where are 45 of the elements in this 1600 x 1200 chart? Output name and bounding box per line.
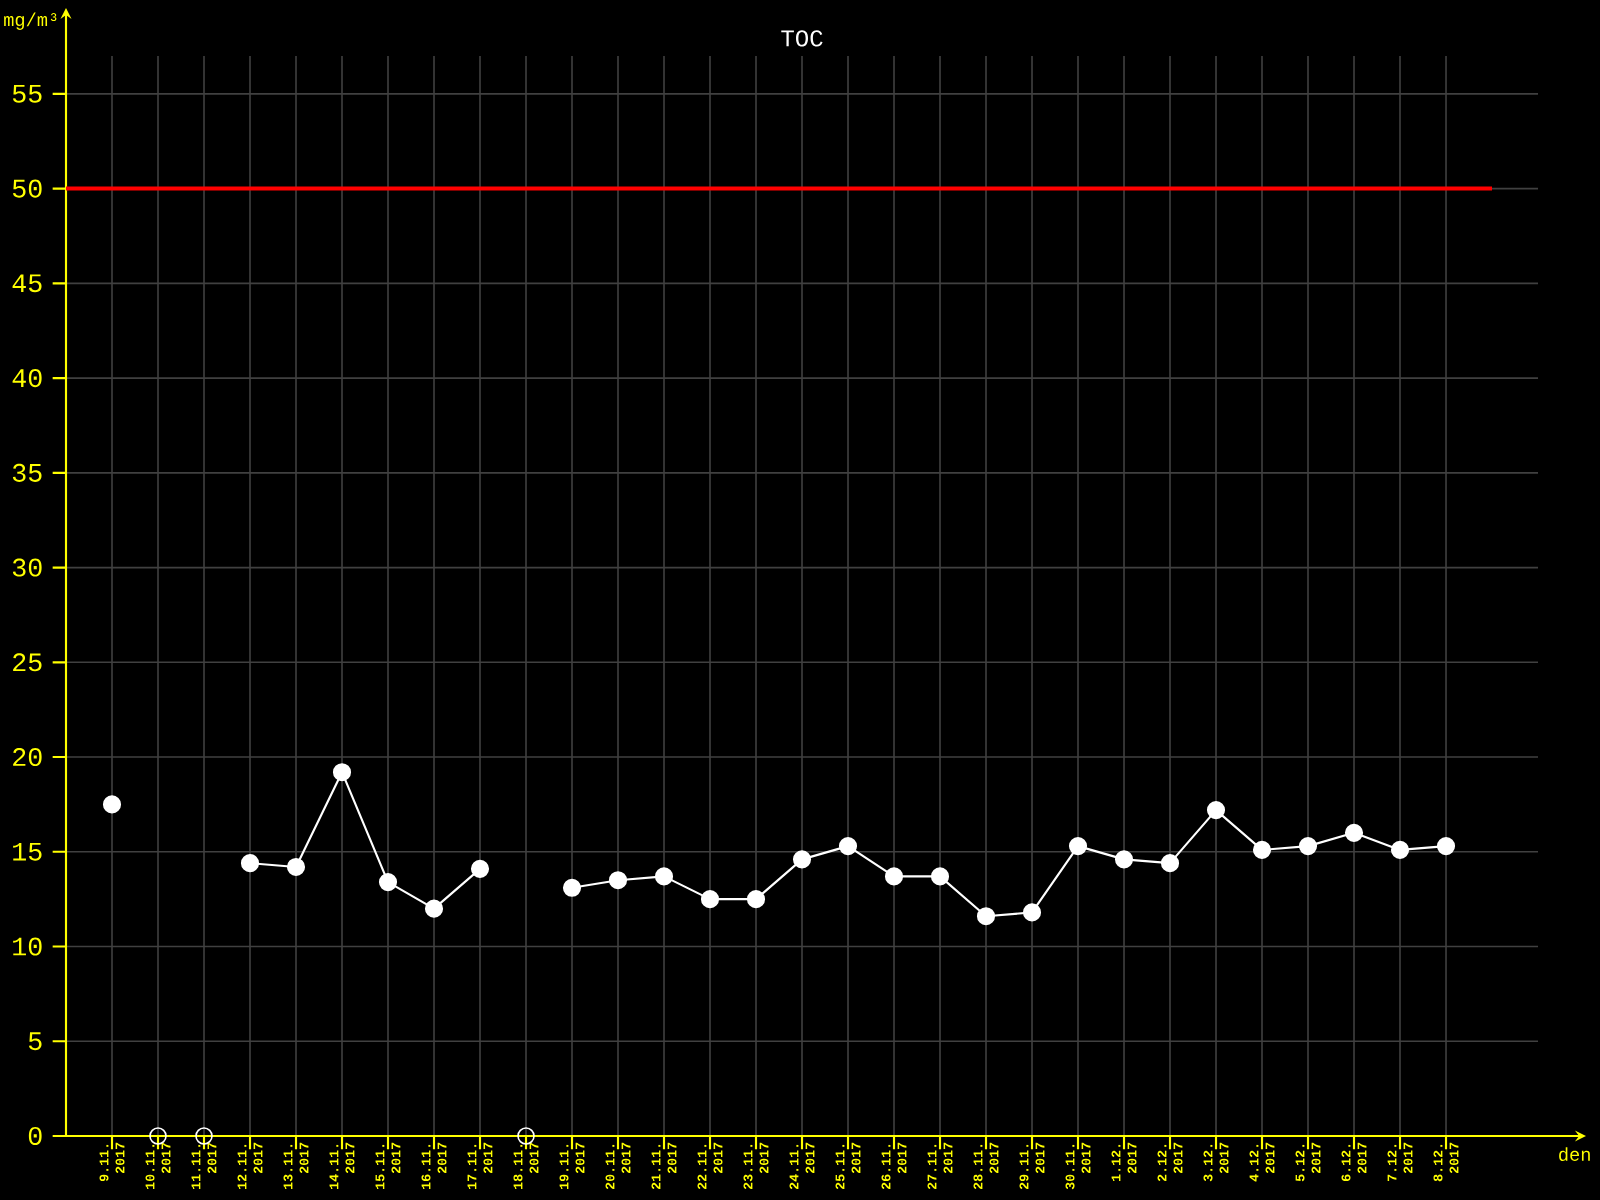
point [378, 873, 398, 892]
point [1298, 837, 1318, 856]
y-tick-label: 10 [13, 937, 42, 956]
point [976, 907, 996, 926]
point [1344, 823, 1364, 842]
y-tick-label: 30 [12, 558, 42, 577]
point [608, 871, 628, 890]
point [1022, 903, 1042, 922]
point [838, 837, 858, 856]
point [470, 859, 490, 878]
point [195, 1127, 213, 1145]
point [562, 878, 582, 897]
y-tick-label: 15 [13, 842, 42, 861]
y-tick-label: 5 [28, 1032, 42, 1051]
x-axis-title: den [1559, 1147, 1590, 1161]
y-axis-title: mg/m³ [4, 12, 57, 30]
y-tick-label: 55 [12, 84, 42, 103]
y-tick-label: 0 [28, 1126, 42, 1146]
point [792, 850, 812, 869]
y-tick-label: 45 [12, 274, 42, 293]
point [240, 854, 260, 873]
point [286, 857, 306, 877]
point [1160, 854, 1180, 873]
point [332, 763, 352, 782]
point [1206, 801, 1226, 820]
point [654, 867, 674, 886]
y-tick-label: 40 [12, 369, 42, 388]
chart-title: TOC [781, 30, 823, 47]
y-tick-label: 20 [13, 747, 42, 767]
point [1252, 840, 1272, 859]
point [930, 867, 950, 886]
point [517, 1127, 535, 1145]
point [1114, 850, 1134, 869]
point [102, 795, 122, 814]
y-tick-label: 25 [13, 653, 42, 672]
point [884, 867, 904, 886]
point [1390, 840, 1410, 859]
point [149, 1127, 167, 1145]
point [424, 899, 444, 918]
point [746, 890, 766, 909]
point [1436, 837, 1456, 856]
point [1068, 837, 1088, 856]
y-tick-label: 35 [12, 463, 42, 482]
y-tick-label: 50 [12, 179, 42, 198]
point [700, 890, 720, 909]
